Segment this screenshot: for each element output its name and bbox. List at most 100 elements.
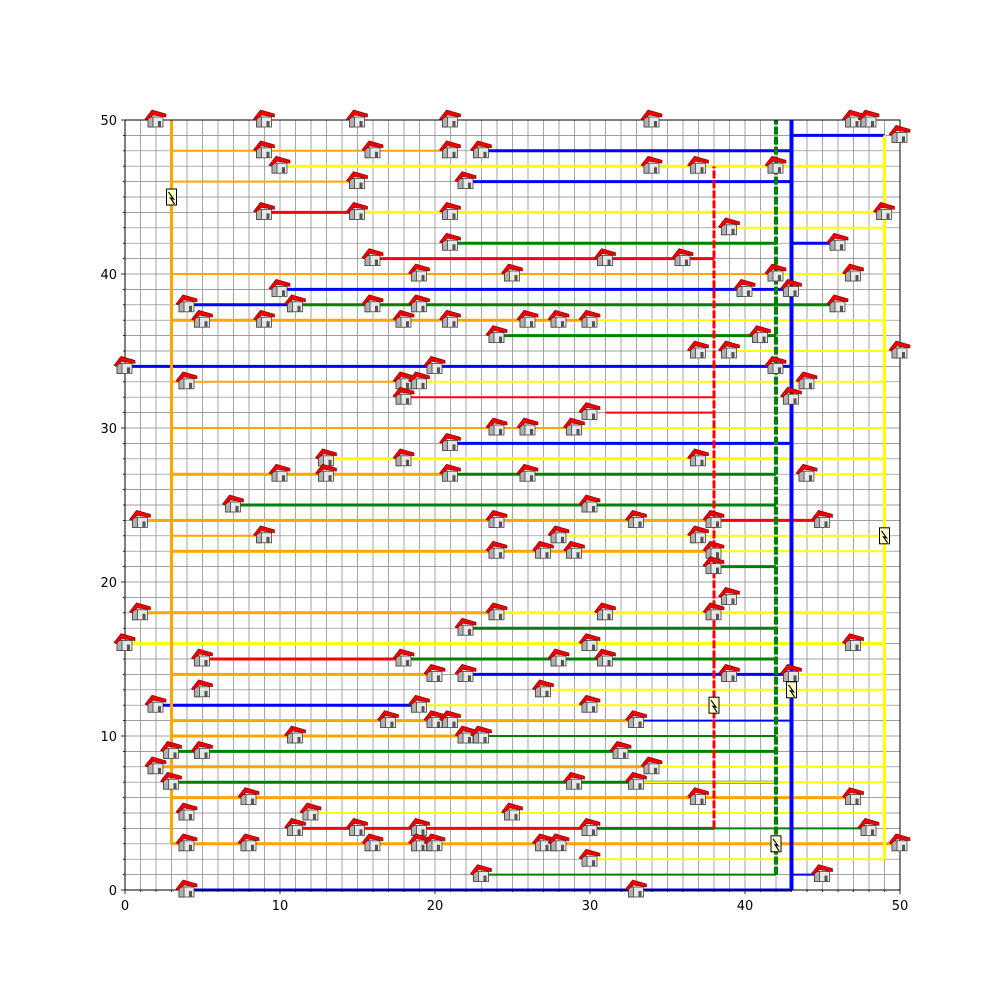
house-icon (640, 756, 663, 775)
house-icon (718, 586, 740, 605)
house-icon (811, 509, 833, 528)
house-icon (454, 617, 477, 636)
house-icon (454, 663, 477, 682)
house-icon (749, 325, 771, 344)
house-icon (485, 602, 508, 621)
house-icon (315, 448, 337, 467)
house-icon (237, 833, 260, 852)
house-icon (175, 833, 198, 852)
y-tick-label: 0 (109, 884, 117, 899)
house-icon (718, 663, 740, 682)
x-tick-label: 10 (272, 899, 289, 914)
house-icon (268, 463, 291, 482)
house-icon (408, 263, 430, 282)
house-icon (687, 155, 709, 174)
house-icon (439, 710, 461, 729)
house-icon (888, 124, 911, 143)
house-icon (191, 679, 213, 698)
house-icon (888, 340, 911, 359)
house-icon (253, 140, 275, 159)
house-icon (346, 201, 368, 220)
house-icon (578, 848, 601, 867)
house-icon (625, 771, 647, 790)
x-tick-label: 0 (121, 899, 129, 914)
house-icon (175, 802, 198, 821)
house-icon (594, 602, 616, 621)
house-icon (547, 309, 570, 328)
x-tick-label: 40 (737, 899, 754, 914)
house-icon (625, 710, 647, 729)
house-icon (826, 294, 849, 313)
house-icon (377, 710, 399, 729)
house-icon (578, 633, 601, 652)
house-icon (253, 109, 275, 128)
house-icon (113, 633, 136, 652)
house-icon (640, 155, 663, 174)
house-icon (470, 725, 492, 744)
house-icon (795, 463, 818, 482)
house-icon (516, 463, 539, 482)
house-icon (702, 509, 725, 528)
house-icon (625, 879, 647, 898)
house-icon (361, 294, 384, 313)
house-icon (687, 525, 709, 544)
y-tick-label: 50 (100, 114, 117, 129)
station-icon (165, 188, 178, 206)
house-icon (160, 771, 182, 790)
house-icon (702, 540, 725, 559)
y-tick-label: 10 (100, 730, 117, 745)
y-tick-label: 20 (100, 576, 117, 591)
house-icon (842, 787, 864, 806)
house-icon (439, 232, 461, 251)
house-icon (253, 309, 275, 328)
house-icon (625, 509, 647, 528)
house-icon (160, 740, 182, 759)
house-icon (175, 294, 198, 313)
house-icon (687, 340, 709, 359)
house-icon (439, 432, 461, 451)
house-icon (191, 309, 213, 328)
house-icon (594, 248, 616, 267)
house-icon (315, 463, 337, 482)
house-icon (702, 556, 725, 575)
station-icon (770, 835, 782, 853)
house-icon (718, 217, 740, 236)
house-icon (485, 417, 508, 436)
house-icon (718, 340, 740, 359)
house-icon (563, 417, 585, 436)
network-lines (125, 119, 900, 892)
house-icon (253, 525, 275, 544)
house-icon (423, 663, 446, 682)
house-icon (454, 171, 477, 190)
house-icon (144, 756, 167, 775)
house-icon (733, 278, 756, 297)
house-icon (346, 171, 368, 190)
station-icon (785, 681, 798, 699)
house-icon (842, 633, 864, 652)
house-icon (532, 679, 554, 698)
house-icon (578, 494, 601, 513)
house-icon (470, 140, 492, 159)
house-icon (113, 355, 136, 374)
house-icon (439, 109, 461, 128)
house-icon (780, 278, 802, 297)
house-icon (470, 864, 492, 883)
house-icon (423, 833, 446, 852)
axes: 0 10 20 30 40 50 0 10 20 30 40 50 (100, 114, 908, 914)
house-icon (237, 787, 260, 806)
house-icon (144, 109, 167, 128)
house-icon (501, 802, 523, 821)
house-icon (144, 694, 167, 713)
house-icon (485, 325, 508, 344)
house-icon (764, 155, 787, 174)
house-icon (516, 309, 539, 328)
x-tick-label: 50 (892, 899, 909, 914)
house-icon (175, 879, 198, 898)
house-icon (408, 371, 430, 390)
house-icon (764, 355, 787, 374)
house-icon (780, 663, 802, 682)
house-icon (268, 155, 291, 174)
house-icon (346, 817, 368, 836)
house-icon (594, 648, 616, 667)
